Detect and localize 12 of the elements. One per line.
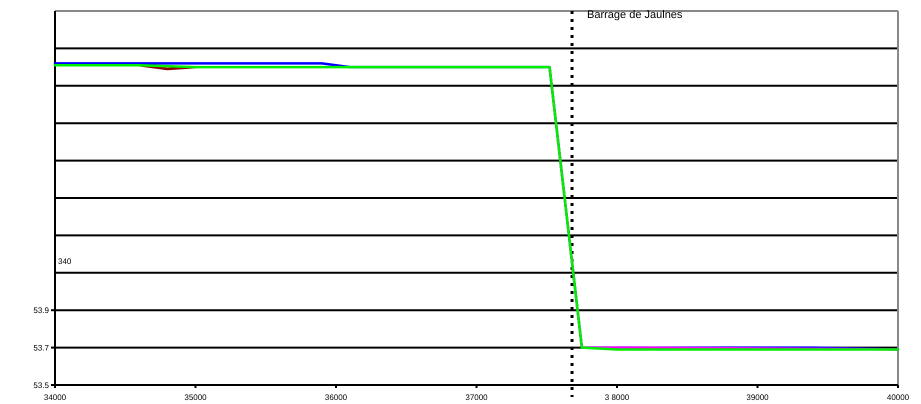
annotation: 340 xyxy=(58,257,72,266)
y-tick-label: 53.9 xyxy=(33,306,50,315)
x-tick-label: 35000 xyxy=(184,393,208,402)
x-tick-label: 36000 xyxy=(324,393,348,402)
ref-line-label: Barrage de Jaulnes xyxy=(587,9,683,21)
x-tick-label: 40000 xyxy=(886,393,910,402)
x-tick-label: 3 8000 xyxy=(604,393,630,402)
x-tick-label: 37000 xyxy=(465,393,488,402)
x-tick-label: 39000 xyxy=(746,393,770,402)
y-tick-label: 53.5 xyxy=(33,380,50,390)
y-tick-label: 53.7 xyxy=(33,343,50,352)
x-tick-label: 34000 xyxy=(44,393,67,402)
